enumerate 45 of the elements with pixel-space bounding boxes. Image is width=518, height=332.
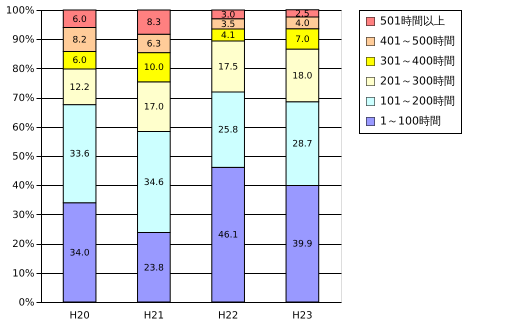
- x-tick-label: H20: [69, 310, 90, 322]
- y-tick-label: 50%: [12, 152, 34, 162]
- data-label: 4.0: [295, 18, 310, 29]
- data-label: 18.0: [292, 71, 313, 82]
- data-label: 39.9: [292, 240, 313, 250]
- x-tick-label: H21: [144, 310, 164, 322]
- data-label: 12.2: [70, 82, 90, 93]
- y-tick-label: 70%: [12, 93, 34, 104]
- y-tick-label: 10%: [12, 268, 34, 280]
- data-label: 28.7: [292, 140, 312, 150]
- data-label: 25.8: [218, 126, 238, 136]
- data-label: 6.0: [72, 56, 88, 66]
- data-label: 34.6: [144, 178, 164, 188]
- y-tick-label: 40%: [12, 180, 34, 192]
- y-tick-label: 0%: [18, 298, 34, 308]
- data-label: 6.3: [146, 39, 162, 50]
- data-label: 23.8: [144, 263, 164, 274]
- y-tick-label: 60%: [12, 122, 34, 134]
- data-label: 2.5: [295, 9, 310, 20]
- data-label: 17.0: [144, 102, 164, 113]
- data-label: 4.1: [220, 30, 236, 41]
- data-label: 46.1: [218, 230, 238, 241]
- y-tick-label: 90%: [12, 34, 34, 46]
- data-label: 10.0: [144, 63, 164, 74]
- legend-label: 201～300時間: [380, 74, 455, 88]
- x-tick-label: H23: [292, 310, 313, 322]
- data-label: 8.2: [72, 35, 87, 46]
- legend-label: 101～200時間: [380, 94, 455, 108]
- y-tick-label: 100%: [6, 6, 34, 16]
- data-label: 8.3: [146, 18, 162, 28]
- data-label: 6.0: [72, 14, 88, 25]
- data-label: 7.0: [295, 34, 310, 45]
- y-tick-label: 20%: [12, 239, 34, 250]
- legend-label: 501時間以上: [380, 14, 445, 28]
- legend-label: 1～100時間: [380, 114, 441, 128]
- data-label: 34.0: [70, 248, 90, 258]
- data-label: 17.5: [218, 62, 238, 72]
- y-tick-label: 80%: [12, 64, 34, 75]
- legend-label: 301～400時間: [380, 54, 455, 68]
- y-tick-label: 30%: [12, 210, 34, 221]
- data-label: 3.0: [220, 10, 236, 20]
- legend-label: 401～500時間: [380, 34, 455, 48]
- data-label: 3.5: [220, 20, 236, 30]
- x-tick-label: H22: [218, 310, 238, 322]
- data-label: 33.6: [70, 150, 90, 160]
